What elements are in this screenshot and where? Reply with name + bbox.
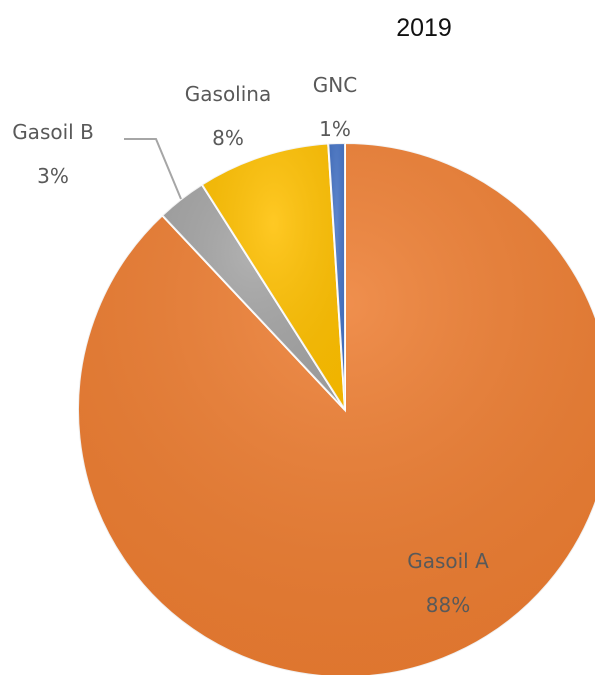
slice-name-label-gasolina: Gasolina bbox=[185, 82, 271, 106]
pie-slice-gnc bbox=[327, 141, 346, 411]
pie-slice-shade-gasoil-a bbox=[78, 143, 595, 675]
pie-slices bbox=[77, 141, 595, 675]
pie-slice-shade-gasoil-b bbox=[162, 184, 345, 410]
pie-labels: Gasoil A 88% Gasoil B 3% Gasolina 8% GNC 1% bbox=[12, 73, 489, 617]
slice-name-label-gnc: GNC bbox=[313, 73, 357, 97]
leader-line-gasoil-b bbox=[124, 138, 182, 200]
slice-name-label-gasoil-b: Gasoil B bbox=[12, 120, 94, 144]
slice-value-label-gnc: 1% bbox=[319, 117, 351, 141]
chart-title: 2019 bbox=[396, 14, 452, 42]
pie-slice-shade-gasolina bbox=[201, 143, 345, 410]
slice-value-label-gasoil-b: 3% bbox=[37, 164, 69, 188]
slice-value-label-gasolina: 8% bbox=[212, 126, 244, 150]
pie-slice-shade-gnc bbox=[328, 143, 345, 410]
slice-name-label-gasoil-a: Gasoil A bbox=[407, 549, 489, 573]
pie-slice-gasolina bbox=[200, 142, 346, 411]
pie-slice-gasoil-a bbox=[77, 141, 595, 675]
slice-value-label-gasoil-a: 88% bbox=[426, 593, 470, 617]
